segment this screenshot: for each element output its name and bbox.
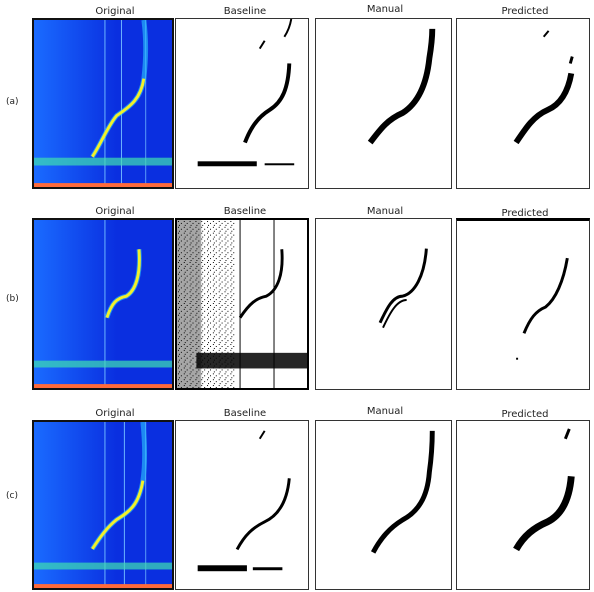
manual-mask-c [315, 420, 452, 590]
baseline-mask-a [175, 18, 309, 189]
col-title-manual-c: Manual [366, 406, 404, 417]
predicted-mask-c [456, 420, 590, 590]
predicted-mask-a [456, 18, 590, 189]
original-spectrogram-b [32, 218, 174, 390]
col-title-original-a: Original [95, 6, 135, 17]
row-label-b: (b) [6, 294, 19, 304]
predicted-mask-b [456, 218, 590, 390]
col-title-predicted-a: Predicted [501, 6, 549, 17]
original-spectrogram-a [32, 18, 174, 189]
row-label-c: (c) [6, 491, 18, 501]
baseline-mask-c [175, 420, 309, 590]
original-spectrogram-c [32, 420, 174, 590]
baseline-mask-b [175, 218, 309, 390]
col-title-original-b: Original [95, 206, 135, 217]
manual-mask-b [315, 218, 452, 390]
manual-mask-a [315, 18, 452, 189]
row-label-a: (a) [6, 97, 19, 107]
col-title-predicted-c: Predicted [501, 409, 549, 420]
col-title-predicted-b: Predicted [501, 208, 549, 219]
col-title-baseline-c: Baseline [223, 408, 267, 419]
col-title-manual-a: Manual [366, 4, 404, 15]
col-title-baseline-a: Baseline [223, 6, 267, 17]
col-title-baseline-b: Baseline [223, 206, 267, 217]
col-title-original-c: Original [95, 408, 135, 419]
col-title-manual-b: Manual [366, 206, 404, 217]
